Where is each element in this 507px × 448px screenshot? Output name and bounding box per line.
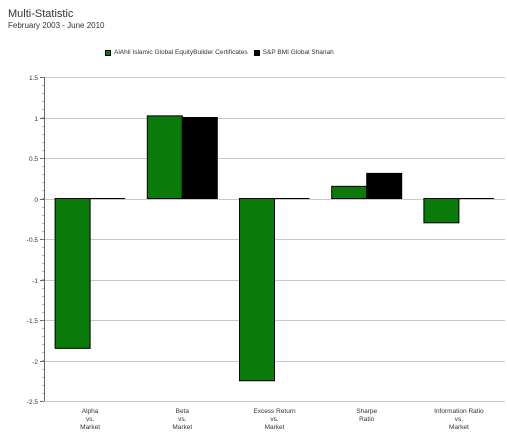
x-category-label-line: vs. — [86, 416, 95, 423]
y-tick-label: 1 — [34, 116, 38, 123]
y-tick-label: 0 — [34, 197, 38, 204]
x-category-label: Beta vs. Market — [172, 408, 192, 431]
x-category-label-line: vs. — [270, 416, 279, 423]
bar-1-1 — [181, 117, 218, 199]
chart-title: Multi-Statistic — [8, 8, 74, 20]
x-category-label-line: vs. — [178, 416, 187, 423]
x-category-label-line: Market — [449, 424, 469, 431]
y-tick-label: 1.5 — [29, 75, 38, 82]
x-category-label: Sharpe Ratio — [356, 408, 377, 423]
y-tick-label: 0.5 — [29, 156, 38, 163]
bars — [54, 115, 494, 382]
y-tick-label: -0.5 — [27, 237, 39, 244]
legend-item-fund: AlAhli Islamic Global EquityBuilder Cert… — [105, 49, 248, 56]
x-category-label-line: Sharpe — [356, 408, 377, 415]
x-category-label-line: Excess Return — [253, 408, 296, 415]
x-category-label-line: Alpha — [82, 408, 99, 415]
x-category-label-line: Information Ratio — [434, 408, 484, 415]
x-category-label-line: Market — [80, 424, 100, 431]
y-tick-label: -1 — [32, 278, 38, 285]
y-tick-label: -1.5 — [27, 318, 39, 325]
legend-swatch-index — [253, 49, 260, 56]
x-category-label-line: Beta — [176, 408, 190, 415]
bar-0-1 — [146, 115, 183, 199]
bar-0-2 — [239, 198, 275, 382]
y-tick-label: -2.5 — [27, 399, 39, 406]
x-category-label-line: vs. — [455, 416, 464, 423]
y-tick-label: -2 — [32, 359, 38, 366]
chart-legend: AlAhli Islamic Global EquityBuilder Cert… — [105, 49, 340, 56]
legend-item-index: S&P BMI Global Shariah — [253, 49, 334, 56]
axes — [40, 77, 45, 402]
x-category-label-line: Market — [265, 424, 285, 431]
legend-label-fund: AlAhli Islamic Global EquityBuilder Cert… — [114, 49, 248, 56]
x-category-label: Information Ratio vs. Market — [434, 408, 484, 431]
x-category-label-line: Ratio — [359, 416, 375, 423]
bar-0-3 — [331, 185, 368, 200]
legend-swatch-fund — [105, 49, 111, 56]
bar-1-3 — [366, 172, 403, 199]
x-category-label-line: Market — [172, 424, 192, 431]
chart-subtitle: February 2003 - June 2010 — [8, 21, 105, 30]
x-category-label: Excess Return vs. Market — [253, 408, 296, 431]
legend-label-index: S&P BMI Global Shariah — [262, 49, 334, 56]
x-category-label: Alpha vs. Market — [80, 408, 100, 431]
bar-0-0 — [54, 198, 91, 349]
bar-0-4 — [423, 198, 460, 224]
